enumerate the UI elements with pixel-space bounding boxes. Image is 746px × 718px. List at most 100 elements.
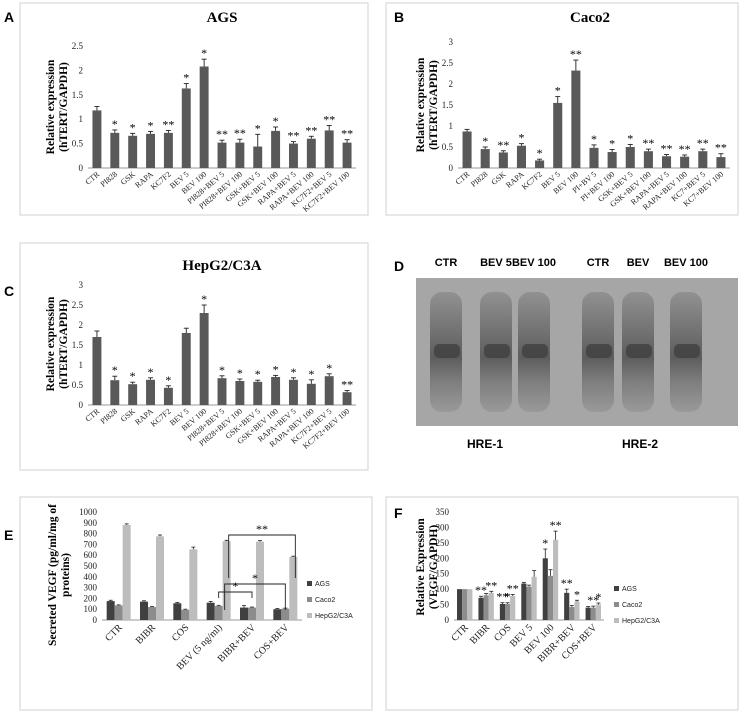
bar: [253, 146, 263, 168]
bar: [271, 130, 281, 168]
legend-label: HepG2/C3A: [315, 613, 353, 620]
panel-label: B: [394, 9, 404, 25]
legend-label: AGS: [315, 581, 330, 588]
significance-marker: **: [679, 142, 691, 156]
y-tick-label: 600: [84, 550, 98, 560]
bar: [156, 536, 164, 620]
bar: [625, 147, 635, 168]
gel-band: [522, 344, 548, 358]
y-tick-label: 1: [449, 121, 454, 131]
y-tick-label: 100: [84, 604, 98, 614]
bar: [110, 380, 120, 405]
y-axis-label: Secreted VEGF (pg/ml/mg ofproteins): [47, 504, 72, 646]
bar: [199, 66, 209, 168]
bar: [542, 558, 548, 620]
chart-title: AGS: [207, 10, 238, 26]
y-tick-label: 300: [436, 522, 450, 532]
bar: [217, 142, 227, 168]
y-tick-label: 200: [436, 553, 450, 563]
significance-marker: *: [555, 84, 561, 98]
significance-marker: *: [609, 137, 615, 151]
y-tick-label: 150: [436, 569, 450, 579]
significance-marker: **: [497, 138, 509, 152]
bar: [535, 160, 545, 168]
bar: [590, 607, 596, 620]
y-tick-label: 1: [79, 114, 84, 124]
bar: [547, 575, 553, 620]
bar: [289, 143, 298, 168]
y-tick-label: 300: [84, 583, 98, 593]
bar: [148, 607, 156, 620]
y-tick-label: 1.5: [72, 90, 84, 100]
bar: [110, 132, 120, 168]
significance-marker: *: [273, 362, 279, 376]
panel-label: F: [394, 505, 403, 521]
gel-lane-label: CTR: [587, 257, 610, 269]
bar: [173, 603, 182, 620]
significance-bracket: [218, 591, 253, 598]
bar: [281, 608, 290, 620]
legend-swatch: [614, 586, 619, 591]
bar: [574, 601, 580, 620]
significance-marker: *: [595, 590, 601, 604]
gel-lane-label: BEV 100: [664, 257, 708, 269]
panel-label: E: [4, 527, 13, 543]
y-axis-label-line: Relative Expression: [415, 518, 427, 616]
significance-marker: *: [574, 587, 580, 601]
bar: [114, 605, 123, 620]
significance-marker: *: [130, 369, 136, 383]
legend-swatch: [307, 597, 312, 602]
y-tick-label: 0: [79, 163, 84, 173]
y-tick-label: 1000: [79, 507, 98, 517]
gel-band: [484, 344, 510, 358]
gel-group-label: HRE-1: [467, 437, 503, 451]
bar: [92, 337, 102, 405]
y-tick-label: 3: [449, 37, 454, 47]
y-axis-label-line: Relative expression: [415, 57, 427, 152]
legend-swatch: [307, 613, 312, 618]
y-axis-label: Relative expression(hTERT/GAPDH): [415, 57, 440, 152]
bar: [199, 313, 209, 405]
y-tick-label: 0: [93, 615, 98, 625]
bar: [483, 595, 489, 620]
bar: [235, 381, 245, 405]
significance-marker: **: [587, 593, 599, 607]
bar: [505, 603, 511, 620]
y-tick-label: 1: [79, 360, 84, 370]
y-tick-label: 100: [436, 584, 450, 594]
y-axis-label: Relative expression(hTERT/GAPDH): [45, 59, 70, 154]
significance-marker: *: [518, 131, 524, 145]
panel-frame: [19, 242, 369, 471]
significance-marker: **: [256, 522, 268, 536]
significance-marker: **: [550, 518, 562, 532]
bar: [140, 601, 148, 620]
gel-band: [586, 344, 612, 358]
y-tick-label: 0.5: [72, 139, 84, 149]
y-tick-label: 500: [84, 561, 98, 571]
y-tick-label: 900: [84, 518, 98, 528]
significance-marker: *: [183, 71, 189, 85]
significance-marker: *: [273, 114, 279, 128]
y-tick-label: 3: [79, 280, 84, 290]
bar: [214, 605, 223, 620]
bar: [526, 586, 532, 620]
bar: [181, 88, 191, 168]
bar: [92, 110, 102, 168]
y-axis-label: Relative Expression(VEGF/GAPDH): [415, 518, 440, 616]
significance-marker: *: [232, 579, 238, 593]
significance-marker: **: [162, 117, 174, 131]
bar: [253, 381, 263, 405]
bar: [457, 589, 463, 620]
significance-marker: **: [642, 136, 654, 150]
bar: [589, 147, 599, 168]
significance-marker: *: [201, 46, 207, 60]
bar: [462, 589, 468, 620]
gel-group-label: HRE-2: [622, 437, 658, 451]
gel-lane-label: BEV 100: [512, 257, 556, 269]
bar: [643, 151, 653, 168]
bar: [163, 132, 173, 168]
bar: [553, 102, 563, 168]
y-tick-label: 2.5: [72, 300, 84, 310]
significance-marker: *: [130, 120, 136, 134]
